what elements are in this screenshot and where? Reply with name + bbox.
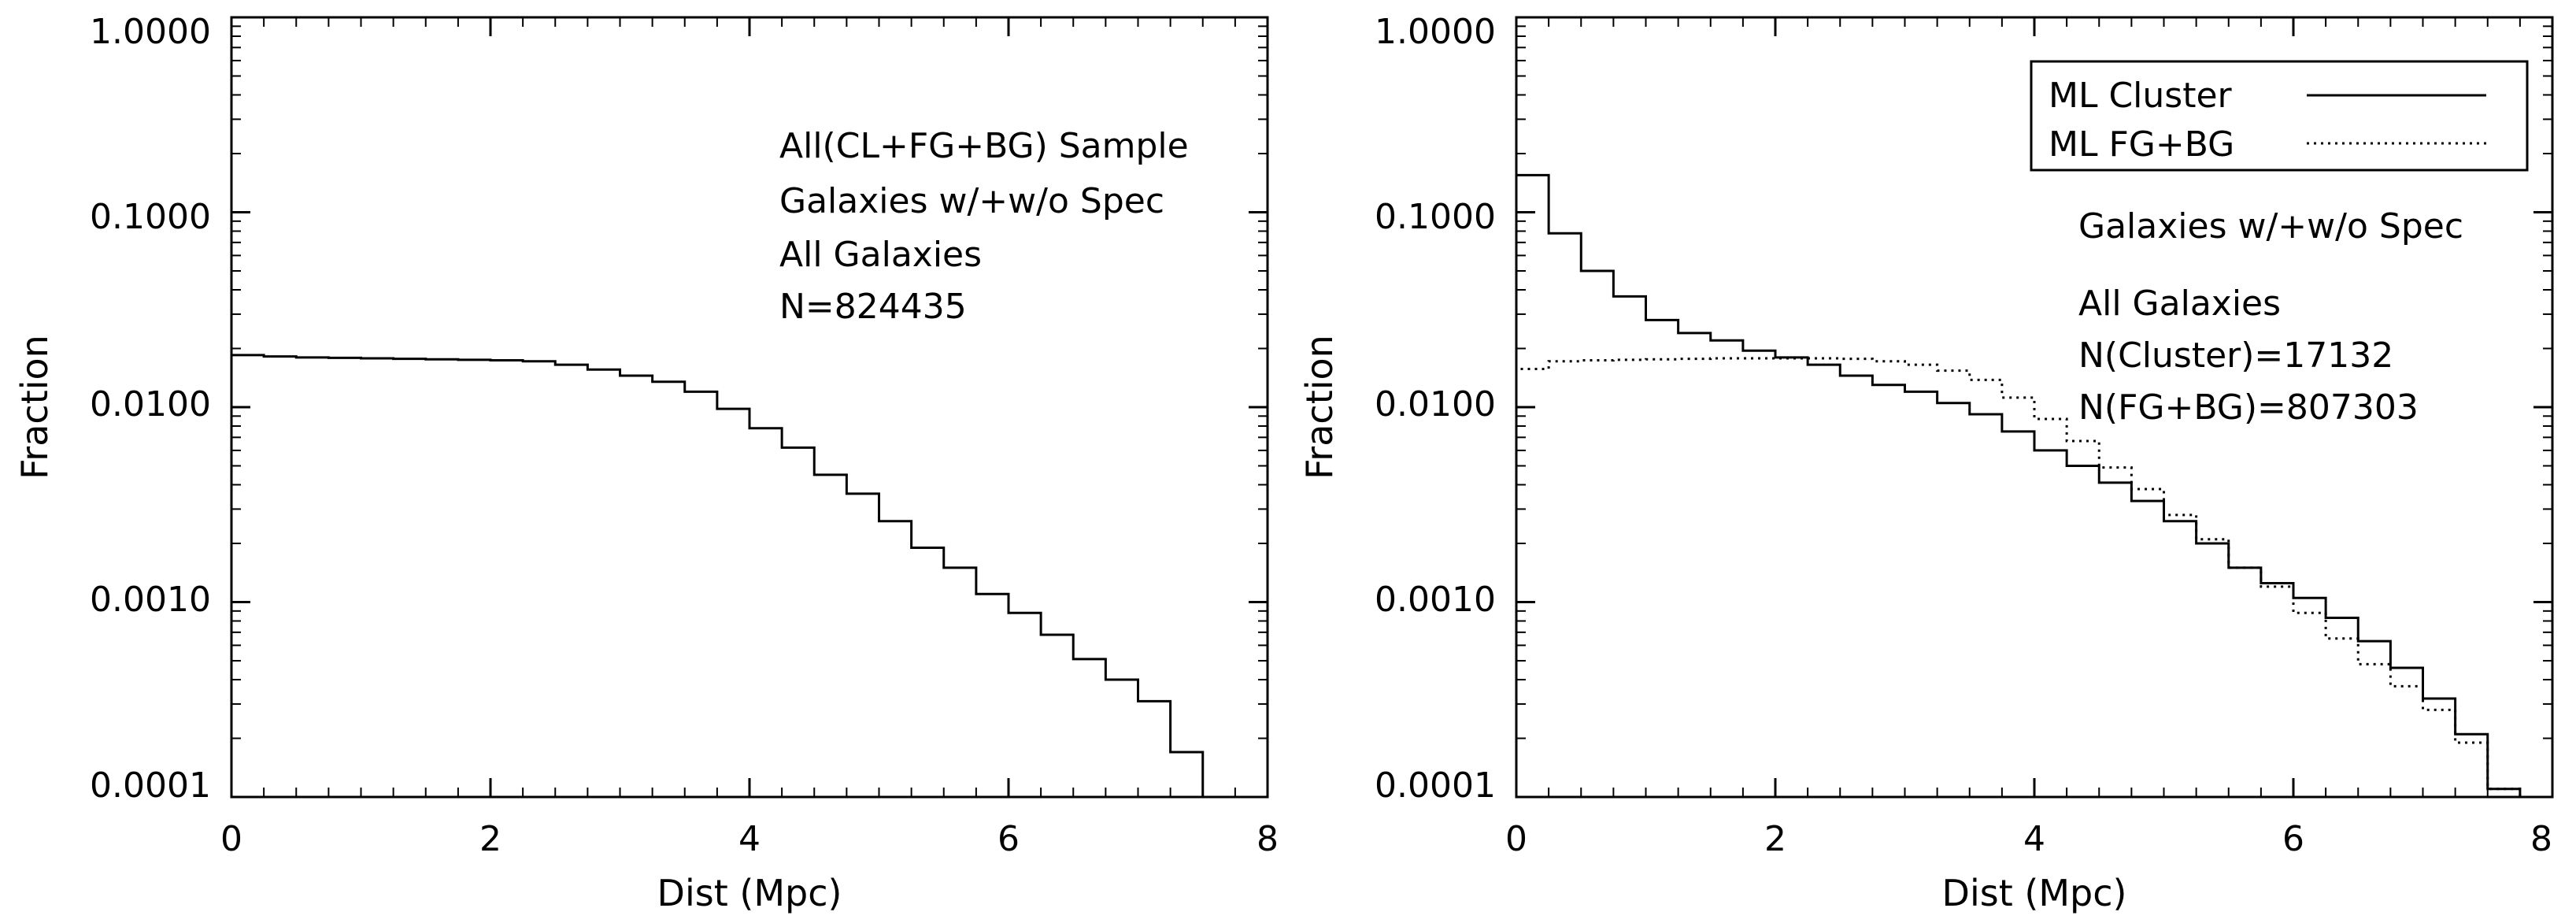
left-x-axis-title: Dist (Mpc): [657, 872, 842, 914]
left-minor-ticks: [231, 17, 1268, 797]
left-series-all: [230, 354, 1235, 799]
right-xtick-label-2: 2: [1764, 819, 1786, 859]
right-annotation-galaxies: All Galaxies: [2078, 284, 2281, 324]
left-annotation-count: N=824435: [779, 287, 967, 327]
right-ytick-label-1: 1.0000: [1375, 12, 1496, 52]
right-ytick-label-0.01: 0.0100: [1375, 384, 1496, 424]
left-xtick-label-6: 6: [997, 819, 1020, 859]
legend: ML Cluster ML FG+BG: [2030, 60, 2529, 172]
left-ytick-label-0.01: 0.0100: [90, 384, 211, 424]
right-xtick-label-6: 6: [2282, 819, 2304, 859]
left-chart: 1.0000 0.1000 0.0100 0.0010 0.0001 0 2 4…: [13, 12, 1279, 914]
left-ytick-label-1: 1.0000: [90, 12, 211, 52]
left-annotation-spec: Galaxies w/+w/o Spec: [779, 181, 1164, 221]
right-ytick-label-0.0001: 0.0001: [1375, 765, 1496, 806]
right-y-axis-title: Fraction: [1298, 335, 1341, 480]
right-series-layer: [1515, 173, 2522, 797]
left-xtick-label-8: 8: [1257, 819, 1279, 859]
right-major-ticks: [1515, 16, 2554, 799]
right-x-axis-title: Dist (Mpc): [1942, 872, 2127, 914]
right-chart: 1.0000 0.1000 0.0100 0.0010 0.0001 0 2 4…: [1298, 12, 2554, 914]
right-xtick-label-8: 8: [2530, 819, 2552, 859]
legend-label-ml-fg-bg: ML FG+BG: [2049, 124, 2234, 165]
right-annotation-cluster-count: N(Cluster)=17132: [2078, 335, 2393, 376]
right-annotation-fgbg-count: N(FG+BG)=807303: [2078, 387, 2419, 428]
right-series-ml-cluster: [1515, 173, 2522, 797]
right-xtick-label-0: 0: [1505, 819, 1527, 859]
left-xtick-label-2: 2: [479, 819, 502, 859]
right-xtick-label-4: 4: [2023, 819, 2045, 859]
right-minor-ticks: [1516, 17, 2552, 797]
left-xtick-label-0: 0: [220, 819, 242, 859]
right-ytick-label-0.001: 0.0010: [1375, 580, 1496, 620]
left-annotation-galaxies: All Galaxies: [779, 235, 982, 275]
right-ytick-label-0.1: 0.1000: [1375, 197, 1496, 237]
left-xtick-label-4: 4: [738, 819, 761, 859]
legend-label-ml-cluster: ML Cluster: [2049, 76, 2233, 116]
legend-box: [2030, 60, 2529, 172]
left-annotation-sample: All(CL+FG+BG) Sample: [779, 126, 1189, 166]
left-ytick-label-0.1: 0.1000: [90, 197, 211, 237]
right-annotation-spec: Galaxies w/+w/o Spec: [2078, 206, 2463, 247]
left-major-ticks: [230, 16, 1269, 799]
left-series-layer: [230, 354, 1235, 799]
left-y-axis-title: Fraction: [13, 335, 56, 480]
left-ytick-label-0.001: 0.0010: [90, 580, 211, 620]
left-ytick-label-0.0001: 0.0001: [90, 765, 211, 806]
